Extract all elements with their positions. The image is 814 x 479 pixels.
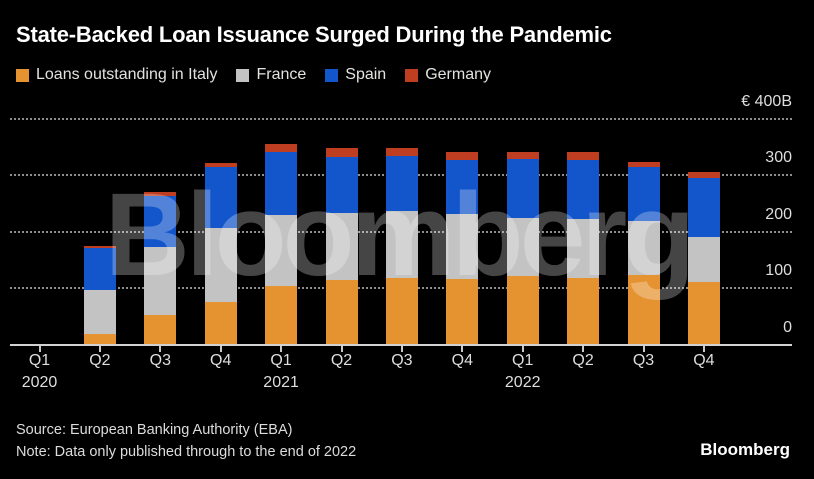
bar-segment-spain-q3-2021 <box>385 156 418 212</box>
legend-swatch-italy-icon <box>16 68 29 82</box>
x-tick-label-q1-2022: Q1 <box>512 352 534 369</box>
bar-segment-germany-q2-2022 <box>567 152 600 161</box>
bloomberg-logo: Bloomberg <box>700 440 790 459</box>
x-tick-label-q4-2020: Q4 <box>210 352 232 369</box>
bar-segment-spain-q1-2022 <box>506 159 539 219</box>
x-tick-mark-q4-2022 <box>702 345 705 352</box>
x-tick-mark-q2-2020 <box>98 345 101 352</box>
bar-segment-loans-outstanding-in-italy-q2-2022 <box>567 277 600 345</box>
bar-segment-france-q1-2022 <box>506 218 539 276</box>
x-tick-mark-q4-2021 <box>461 345 464 352</box>
bar-segment-spain-q2-2021 <box>325 157 358 214</box>
bar-segment-spain-q4-2021 <box>446 160 479 214</box>
x-tick-mark-q1-2020 <box>38 345 41 352</box>
bar-segment-germany-q3-2022 <box>627 162 660 167</box>
bar-segment-loans-outstanding-in-italy-q3-2020 <box>144 315 177 345</box>
x-tick-mark-q1-2021 <box>280 345 283 352</box>
x-tick-mark-q3-2020 <box>159 345 162 352</box>
legend-swatch-france-icon <box>236 68 250 82</box>
legend-item-italy: Loans outstanding in Italy <box>16 66 217 84</box>
x-year-label-2020: 2020 <box>21 374 58 391</box>
source-line: Source: European Banking Authority (EBA) <box>16 422 293 438</box>
bar-segment-germany-q3-2020 <box>144 192 177 197</box>
x-tick-mark-q2-2021 <box>340 345 343 352</box>
bar-segment-spain-q4-2022 <box>687 177 720 237</box>
bar-segment-spain-q3-2022 <box>627 166 660 221</box>
bar-segment-france-q4-2020 <box>204 228 237 302</box>
bar-segment-loans-outstanding-in-italy-q4-2020 <box>204 301 237 345</box>
legend-swatch-spain-icon <box>325 68 339 82</box>
bar-segment-germany-q4-2020 <box>204 162 237 168</box>
x-tick-label-q3-2020: Q3 <box>149 352 171 369</box>
legend-label-spain: Spain <box>345 66 387 83</box>
bar-segment-spain-q1-2021 <box>265 151 298 215</box>
y-tick-label-100: 100 <box>765 262 792 280</box>
x-tick-mark-q4-2020 <box>219 345 222 352</box>
legend-item-germany: Germany <box>405 66 491 84</box>
bar-segment-germany-q4-2022 <box>687 171 720 178</box>
bar-segment-france-q4-2022 <box>687 236 720 283</box>
legend-swatch-germany-icon <box>405 68 419 82</box>
note-line: Note: Data only published through to the… <box>16 444 357 460</box>
y-tick-label-0: 0 <box>783 318 792 336</box>
bar-segment-loans-outstanding-in-italy-q4-2021 <box>446 278 479 345</box>
bar-segment-germany-q3-2021 <box>385 147 418 157</box>
legend: Loans outstanding in Italy France Spain … <box>16 66 491 84</box>
x-tick-mark-q3-2021 <box>400 345 403 352</box>
legend-item-spain: Spain <box>325 66 386 84</box>
legend-label-germany: Germany <box>425 66 491 83</box>
x-tick-label-q3-2022: Q3 <box>632 352 655 369</box>
bar-segment-loans-outstanding-in-italy-q3-2021 <box>385 277 418 345</box>
bar-segment-spain-q2-2020 <box>83 248 116 290</box>
bar-segment-france-q3-2020 <box>144 246 177 316</box>
x-tick-mark-q3-2022 <box>642 345 645 352</box>
bar-segment-germany-q2-2021 <box>325 148 358 158</box>
x-year-label-2021: 2021 <box>263 374 299 391</box>
bar-segment-france-q3-2022 <box>627 221 660 275</box>
chart-title: State-Backed Loan Issuance Surged During… <box>16 22 612 47</box>
y-tick-label-300: 300 <box>765 149 792 167</box>
legend-label-france: France <box>256 66 307 83</box>
x-tick-label-q2-2021: Q2 <box>330 352 353 369</box>
x-tick-label-q1-2021: Q1 <box>270 352 292 369</box>
bar-segment-france-q3-2021 <box>385 211 418 278</box>
bar-segment-spain-q2-2022 <box>567 160 600 220</box>
gridline-400 <box>10 117 792 120</box>
x-tick-mark-q2-2022 <box>582 345 585 352</box>
bar-segment-loans-outstanding-in-italy-q1-2021 <box>265 286 298 345</box>
x-tick-label-q4-2022: Q4 <box>693 352 715 369</box>
x-tick-mark-q1-2022 <box>521 345 524 352</box>
x-tick-label-q4-2021: Q4 <box>451 352 473 369</box>
x-tick-label-q1-2020: Q1 <box>28 352 51 369</box>
bar-segment-france-q1-2021 <box>265 214 298 287</box>
bar-segment-germany-q1-2021 <box>265 144 298 152</box>
bar-segment-loans-outstanding-in-italy-q1-2022 <box>506 275 539 345</box>
legend-label-italy: Loans outstanding in Italy <box>36 66 218 83</box>
bar-segment-spain-q3-2020 <box>144 196 177 247</box>
bar-segment-loans-outstanding-in-italy-q3-2022 <box>627 274 660 345</box>
bar-segment-france-q4-2021 <box>446 213 479 279</box>
bar-segment-france-q2-2021 <box>325 213 358 281</box>
y-tick-label-400: € 400B <box>741 92 792 110</box>
y-tick-label-200: 200 <box>765 205 792 223</box>
bar-segment-loans-outstanding-in-italy-q2-2020 <box>83 333 116 345</box>
bar-segment-loans-outstanding-in-italy-q2-2021 <box>325 280 358 345</box>
bar-segment-germany-q1-2022 <box>506 152 539 159</box>
bar-segment-germany-q2-2020 <box>83 245 116 249</box>
bar-segment-spain-q4-2020 <box>204 167 237 229</box>
bar-segment-germany-q4-2021 <box>446 151 479 161</box>
x-axis-baseline <box>10 343 792 346</box>
x-tick-label-q2-2020: Q2 <box>89 352 111 369</box>
x-year-label-2022: 2022 <box>504 374 541 391</box>
bar-segment-loans-outstanding-in-italy-q4-2022 <box>687 282 720 345</box>
bar-segment-france-q2-2020 <box>83 289 116 334</box>
x-tick-label-q2-2022: Q2 <box>572 352 594 369</box>
bar-segment-france-q2-2022 <box>567 219 600 278</box>
x-tick-label-q3-2021: Q3 <box>391 352 413 369</box>
bloomberg-watermark: Bloomberg <box>104 169 696 301</box>
legend-item-france: France <box>236 66 306 84</box>
